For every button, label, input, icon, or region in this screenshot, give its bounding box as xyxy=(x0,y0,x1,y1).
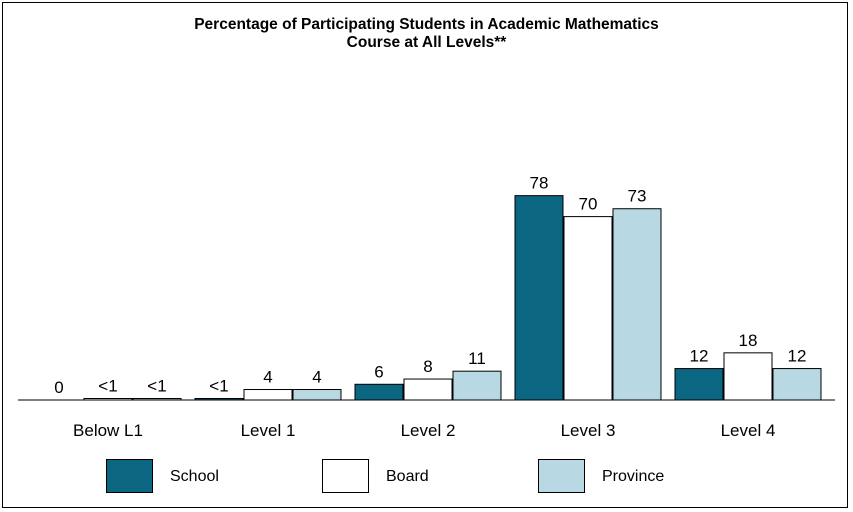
bar-level-3-board xyxy=(563,216,613,401)
bar-level-2-board xyxy=(403,378,453,401)
bar-level-2-province xyxy=(452,370,502,401)
data-label-level-3-board: 70 xyxy=(579,195,598,214)
bar-level-1-board xyxy=(243,389,293,401)
chart-title-line-2: Course at All Levels** xyxy=(346,34,507,51)
bar-level-1-province xyxy=(292,389,342,401)
data-label-level-3-province: 73 xyxy=(628,187,647,206)
x-tick-label-below-l1: Below L1 xyxy=(73,421,143,440)
legend-swatch-province xyxy=(538,459,585,493)
chart-title-line-1: Percentage of Participating Students in … xyxy=(194,16,659,33)
legend-label-school: School xyxy=(170,468,219,485)
x-tick-label-level-1: Level 1 xyxy=(241,421,296,440)
legend-swatch-board xyxy=(322,459,369,493)
legend-label-province: Province xyxy=(602,468,665,485)
data-label-below-l1-school: 0 xyxy=(54,378,63,397)
bar-level-4-province xyxy=(772,368,822,401)
data-label-level-1-province: 4 xyxy=(312,368,321,387)
chart-title: Percentage of Participating Students in … xyxy=(0,16,853,52)
legend-swatch-school xyxy=(106,459,153,493)
data-label-level-4-school: 12 xyxy=(690,347,709,366)
legend-label-board: Board xyxy=(386,468,429,485)
data-label-level-1-school: <1 xyxy=(209,377,228,396)
data-label-below-l1-board: <1 xyxy=(98,377,117,396)
data-label-level-4-board: 18 xyxy=(739,331,758,350)
data-label-level-2-board: 8 xyxy=(423,357,432,376)
data-label-level-3-school: 78 xyxy=(530,174,549,193)
bar-level-2-school xyxy=(354,383,404,401)
bar-level-4-school xyxy=(674,368,724,401)
bar-level-4-board xyxy=(723,352,773,401)
x-tick-label-level-3: Level 3 xyxy=(561,421,616,440)
data-label-level-2-school: 6 xyxy=(374,362,383,381)
bar-level-3-school xyxy=(514,195,564,401)
bar-level-3-province xyxy=(612,208,662,401)
data-label-below-l1-province: <1 xyxy=(147,377,166,396)
data-label-level-4-province: 12 xyxy=(788,347,807,366)
data-label-level-2-province: 11 xyxy=(468,349,486,368)
x-tick-label-level-2: Level 2 xyxy=(401,421,456,440)
data-label-level-1-board: 4 xyxy=(263,368,272,387)
x-tick-label-level-4: Level 4 xyxy=(721,421,776,440)
